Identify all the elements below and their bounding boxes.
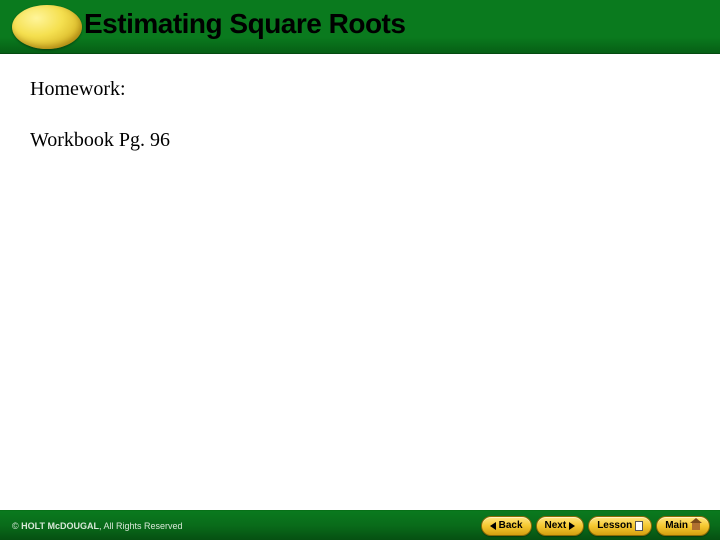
arrow-left-icon <box>490 522 496 530</box>
next-button-label: Next <box>545 520 567 531</box>
content-area: Homework: Workbook Pg. 96 <box>0 54 720 510</box>
lesson-button-label: Lesson <box>597 520 632 531</box>
header-bar: Estimating Square Roots <box>0 0 720 54</box>
footer-bar: © HOLT McDOUGAL, All Rights Reserved Bac… <box>0 510 720 540</box>
homework-label: Homework: <box>30 78 690 101</box>
copyright-suffix: , All Rights Reserved <box>99 521 183 531</box>
homework-assignment: Workbook Pg. 96 <box>30 129 690 152</box>
back-button-label: Back <box>499 520 523 531</box>
nav-button-group: Back Next Lesson Main <box>481 516 720 536</box>
main-button[interactable]: Main <box>656 516 710 536</box>
arrow-right-icon <box>569 522 575 530</box>
copyright-brand: HOLT McDOUGAL <box>21 521 99 531</box>
page-title: Estimating Square Roots <box>84 8 405 40</box>
main-button-label: Main <box>665 520 688 531</box>
back-button[interactable]: Back <box>481 516 532 536</box>
header-oval-badge <box>12 5 82 49</box>
next-button[interactable]: Next <box>536 516 585 536</box>
lesson-button[interactable]: Lesson <box>588 516 652 536</box>
house-icon <box>691 522 701 530</box>
copyright-text: © HOLT McDOUGAL, All Rights Reserved <box>0 521 481 531</box>
page-icon <box>635 521 643 531</box>
